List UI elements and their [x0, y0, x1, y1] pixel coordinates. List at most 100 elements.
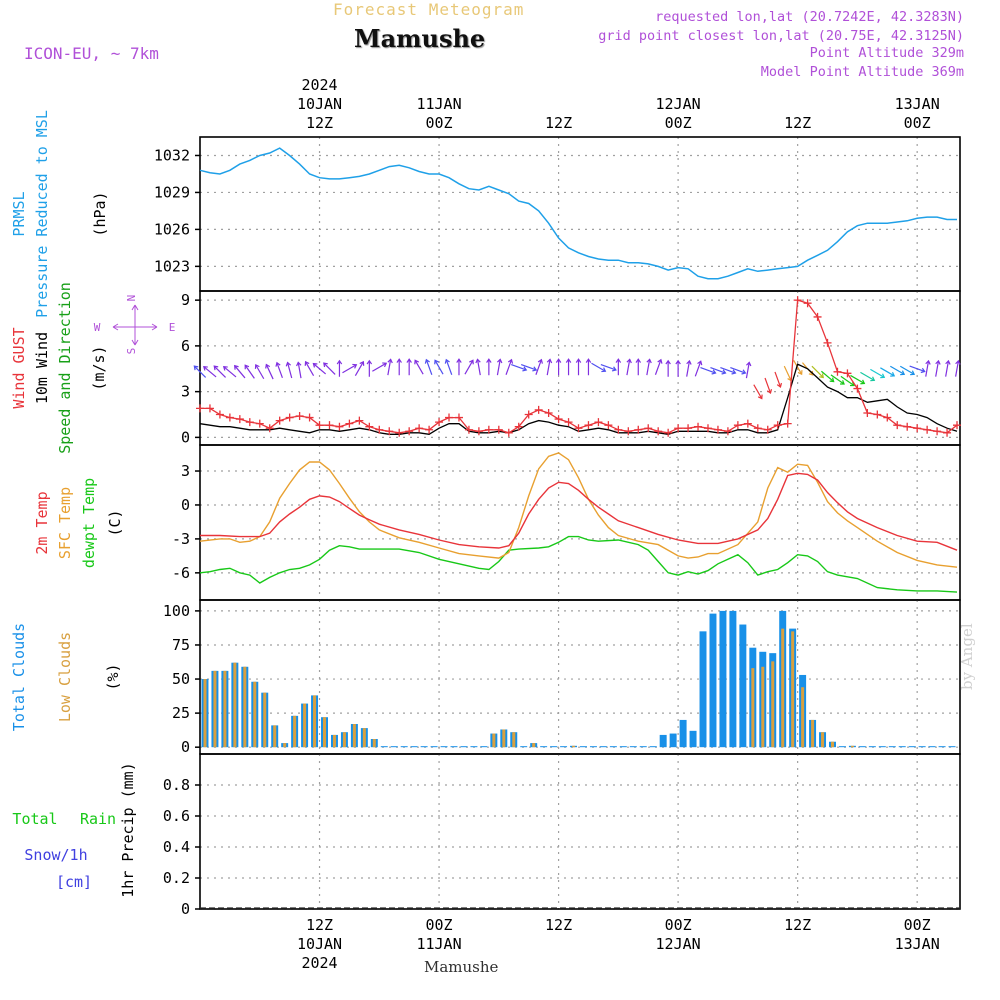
wind-barb-shaft [511, 363, 527, 371]
gust-marker [664, 428, 673, 437]
wind-barb [354, 360, 365, 376]
wind-barb [520, 363, 538, 372]
wind-barb-head [203, 365, 208, 371]
wind-barb [600, 363, 617, 372]
pressure-ytick-label: 1026 [154, 220, 190, 238]
wind-ytick-label: 6 [181, 337, 190, 355]
total-cloud-bar [380, 746, 388, 748]
gust-marker [365, 422, 374, 431]
wind-barb [234, 364, 246, 379]
gust-marker [474, 427, 483, 436]
wind-barb-head [244, 364, 250, 370]
wind-barb-shaft [686, 360, 691, 377]
gust-marker [694, 422, 703, 431]
gust-marker [285, 413, 294, 422]
wind-barb [434, 359, 444, 375]
wind-barb-shaft [925, 360, 930, 377]
top-time-label: 12Z [306, 114, 333, 132]
top-time-label: 11JAN [416, 95, 461, 113]
precip-ytick-label: 0.8 [163, 776, 190, 794]
wind-label-dir: Speed and Direction [56, 282, 74, 454]
wind-barb-shaft [764, 377, 772, 394]
gust-marker [205, 404, 214, 413]
low-cloud-bar [263, 692, 267, 748]
wind-barb [342, 363, 358, 374]
clouds-ytick-label: 75 [172, 636, 190, 654]
total-cloud-bar [639, 746, 647, 748]
total-cloud-bar [838, 746, 846, 748]
wind-barb [686, 359, 692, 377]
wind-barb-head [507, 358, 514, 364]
wind-barb-shaft [753, 384, 763, 399]
low-cloud-bar [362, 728, 366, 748]
gust-marker [843, 369, 852, 378]
wind-barb [213, 365, 227, 378]
bottom-time-label: 12Z [545, 916, 572, 934]
wind-barb-head [890, 371, 896, 377]
gust-marker [883, 413, 892, 422]
wind-barb [591, 362, 607, 373]
gust-marker [813, 312, 822, 321]
wind-barb [811, 365, 824, 379]
gust-marker [833, 367, 842, 376]
gust-marker [753, 424, 762, 433]
pressure-ytick-label: 1029 [154, 183, 190, 201]
wind-barb-head [585, 358, 592, 363]
wind-barb [870, 368, 886, 379]
wind-barb [830, 374, 845, 385]
pressure-ytick-label: 1023 [154, 257, 190, 275]
wind-barb-head [366, 359, 373, 365]
gust-marker [953, 421, 962, 430]
point-altitude: Point Altitude 329m [809, 45, 964, 61]
total-cloud-bar [679, 719, 687, 748]
wind-barb [546, 358, 553, 376]
gust-marker [743, 419, 752, 428]
pressure-label-prmsl: PRMSL [10, 191, 28, 236]
gust-marker [425, 425, 434, 434]
wind-barb [285, 361, 293, 379]
wind-barb-shaft [700, 366, 716, 374]
gust-marker [245, 418, 254, 427]
wind-barb-head [522, 366, 528, 372]
low-cloud-bar [512, 732, 516, 748]
gust-marker [405, 427, 414, 436]
total-cloud-bar [470, 746, 478, 748]
wind-barb [424, 358, 433, 375]
wind-barb-shaft [783, 365, 792, 381]
wind-barb-head [697, 360, 703, 366]
wind-barb-head [382, 362, 388, 368]
wind-barb-head [222, 365, 228, 371]
bottom-time-label: 00Z [426, 916, 453, 934]
wind-barb-shaft [880, 367, 895, 377]
wind-barb-shaft [297, 362, 302, 379]
low-cloud-bar [811, 719, 815, 748]
requested-coords: requested lon,lat (20.7242E, 42.3283N) [655, 9, 964, 25]
total-cloud-bar [858, 746, 866, 748]
wind-barb-head [797, 370, 803, 376]
wind-barb-head [275, 361, 281, 367]
wind-barb-head [406, 358, 412, 363]
wind-barb [366, 359, 373, 377]
wind-barb-shaft [305, 361, 315, 376]
wind-barb-head [352, 363, 358, 369]
wind-barb-shaft [793, 360, 803, 375]
gust-marker [514, 422, 523, 431]
wind-barb [535, 358, 543, 375]
low-cloud-bar [751, 668, 755, 748]
wind-barb-shaft [654, 359, 662, 375]
low-cloud-bar [791, 631, 795, 748]
wind-barb-head [731, 369, 737, 375]
gust-marker [544, 408, 553, 417]
gust-marker [723, 427, 732, 436]
wind-barb [694, 360, 703, 377]
total-cloud-bar [649, 746, 657, 748]
wind-barb-head [746, 361, 752, 367]
compass-e: E [169, 321, 176, 334]
wind-barb-head [880, 373, 886, 379]
gust-marker [524, 410, 533, 419]
total-cloud-bar [669, 733, 677, 748]
top-time-label: 00Z [665, 114, 692, 132]
precip-panel: 0 0.2 0.4 0.6 0.8 [163, 753, 961, 918]
wind-barb-head [601, 367, 607, 373]
